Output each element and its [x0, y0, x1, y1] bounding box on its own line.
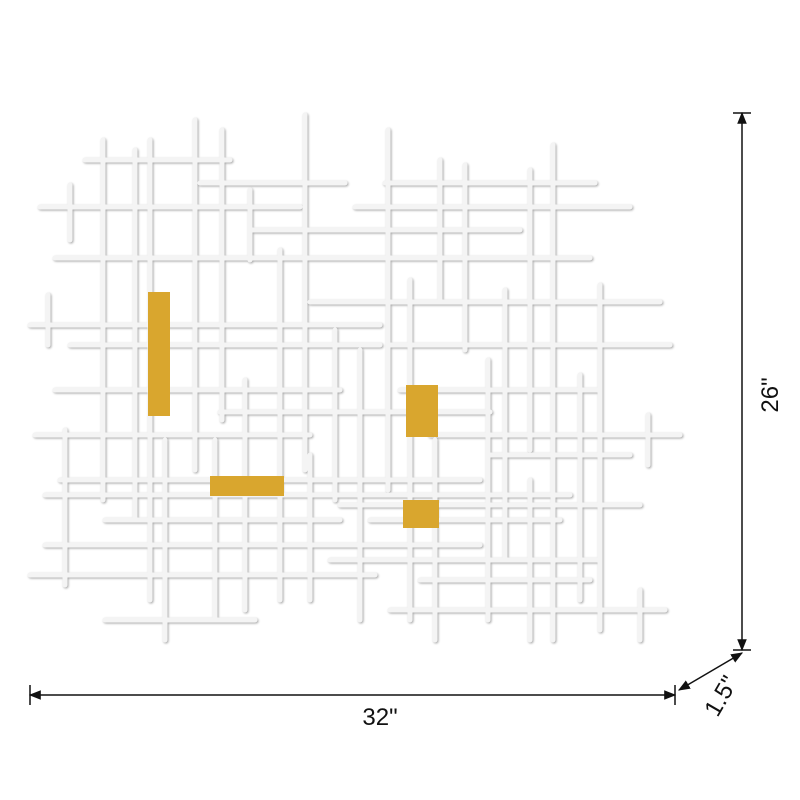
width-label: 32" — [362, 704, 397, 731]
gold-patch — [148, 292, 170, 416]
gold-patch — [406, 385, 438, 437]
gold-patch — [210, 476, 284, 496]
gold-accents — [148, 292, 439, 528]
height-label: 26" — [757, 377, 784, 412]
gold-patch — [403, 500, 439, 528]
depth-line — [677, 652, 744, 691]
dimension-lines — [28, 111, 751, 705]
